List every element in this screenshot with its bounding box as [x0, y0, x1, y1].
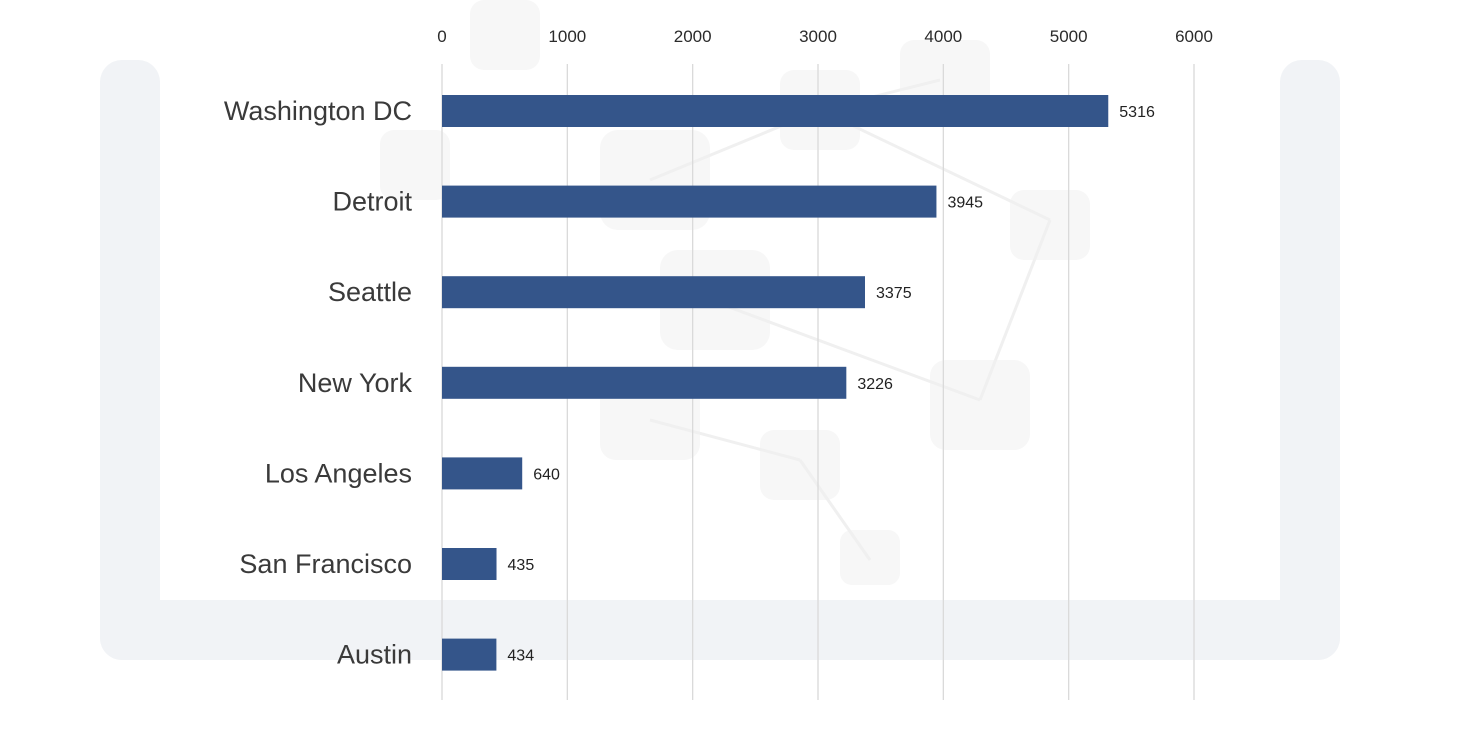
- data-label-los-angeles: 640: [533, 466, 560, 483]
- bar-seattle: [442, 276, 865, 309]
- bar-austin: [442, 638, 497, 671]
- category-label-new-york: New York: [298, 368, 413, 398]
- category-label-seattle: Seattle: [328, 277, 412, 307]
- x-tick-label-3000: 3000: [799, 27, 837, 46]
- data-label-san-francisco: 435: [508, 557, 535, 574]
- category-label-washington-dc: Washington DC: [224, 96, 412, 126]
- category-labels: Washington DC Detroit Seattle New York Los A…: [224, 96, 413, 670]
- category-label-san-francisco: San Francisco: [239, 549, 412, 579]
- data-label-seattle: 3375: [876, 285, 912, 302]
- data-labels: 5316 3945 3375 3226 640 435 434: [507, 104, 1155, 665]
- x-tick-label-1000: 1000: [548, 27, 586, 46]
- x-tick-label-4000: 4000: [924, 27, 962, 46]
- x-tick-label-0: 0: [437, 27, 446, 46]
- gridlines: [441, 64, 1195, 700]
- x-tick-label-5000: 5000: [1050, 27, 1088, 46]
- bar-los-angeles: [442, 457, 523, 490]
- data-label-austin: 434: [507, 648, 534, 665]
- category-label-los-angeles: Los Angeles: [265, 458, 412, 488]
- data-label-washington-dc: 5316: [1119, 104, 1155, 121]
- category-label-detroit: Detroit: [332, 187, 412, 217]
- x-tick-label-6000: 6000: [1175, 27, 1213, 46]
- bar-san-francisco: [442, 548, 497, 580]
- bar-washington-dc: [442, 95, 1109, 127]
- x-axis-ticks: 0 1000 2000 3000 4000 5000 6000: [437, 27, 1213, 46]
- category-label-austin: Austin: [337, 640, 412, 670]
- bar-new-york: [442, 366, 847, 399]
- bar-detroit: [442, 185, 937, 218]
- data-label-new-york: 3226: [857, 376, 893, 393]
- bars: [442, 95, 1109, 671]
- x-tick-label-2000: 2000: [674, 27, 712, 46]
- data-label-detroit: 3945: [947, 195, 983, 212]
